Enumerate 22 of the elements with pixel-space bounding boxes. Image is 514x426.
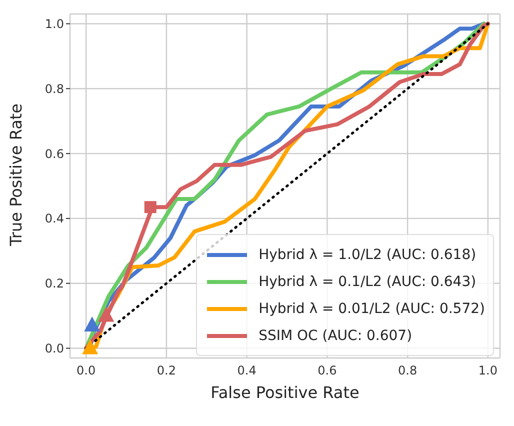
y-tick-label: 0.0	[44, 342, 64, 356]
x-tick-label: 1.0	[478, 364, 498, 378]
y-tick-label: 0.8	[44, 82, 64, 96]
legend-label: Hybrid λ = 1.0/L2 (AUC: 0.618)	[258, 246, 476, 262]
y-axis-title: True Positive Rate	[6, 103, 26, 247]
x-tick-label: 0.0	[76, 364, 96, 378]
y-tick-label: 0.2	[44, 276, 64, 291]
point	[82, 339, 98, 354]
legend-label: Hybrid λ = 0.1/L2 (AUC: 0.643)	[258, 274, 476, 290]
x-tick-label: 0.2	[156, 364, 176, 378]
point	[84, 316, 100, 332]
x-axis-title: False Positive Rate	[210, 383, 360, 402]
y-tick-label: 0.6	[44, 146, 64, 161]
point	[144, 201, 156, 214]
x-tick-label: 0.4	[237, 364, 256, 378]
x-tick-label: 0.8	[398, 364, 418, 378]
point	[98, 306, 114, 322]
y-tick-label: 1.0	[44, 16, 64, 31]
legend-label: Hybrid λ = 0.01/L2 (AUC: 0.572)	[258, 300, 485, 316]
y-tick-label: 0.4	[44, 212, 64, 226]
x-tick-label: 0.6	[318, 364, 337, 378]
legend-label: SSIM OC (AUC: 0.607)	[258, 328, 412, 344]
